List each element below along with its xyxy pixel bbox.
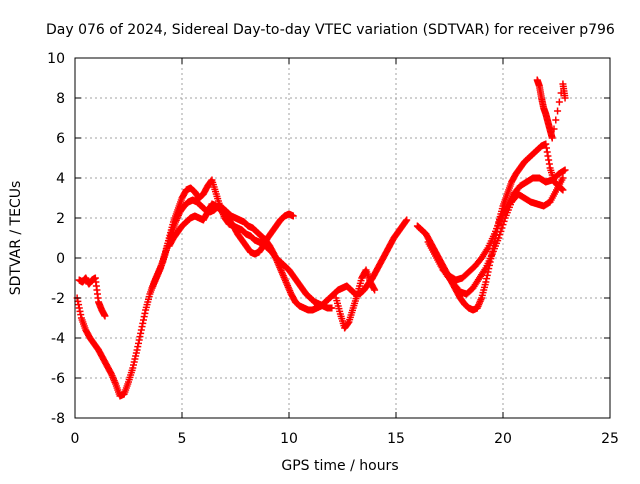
y-tick-label: 4: [56, 171, 65, 187]
tick-layer: 0 5 10 15 20 25 -8 -6 -4 -2 0 2 4 6 8 10: [47, 51, 619, 447]
data-point-marker: [101, 312, 109, 320]
data-point-marker: [289, 212, 297, 220]
data-point-marker: [552, 116, 560, 124]
x-tick-label: 25: [601, 431, 619, 447]
y-tick-label: 0: [56, 251, 65, 267]
data-point-marker: [559, 174, 567, 182]
data-series-track-5: [332, 266, 379, 332]
data-series-track-9: [533, 76, 569, 142]
x-tick-label: 15: [387, 431, 405, 447]
data-point-marker: [499, 221, 507, 229]
data-point-marker: [555, 98, 563, 106]
data-point-marker: [328, 304, 336, 312]
x-tick-label: 0: [71, 431, 80, 447]
data-point-marker: [559, 186, 567, 194]
data-series-track-8: [439, 166, 569, 284]
y-tick-label: 2: [56, 211, 65, 227]
y-tick-label: -6: [51, 371, 65, 387]
data-point-marker: [371, 286, 379, 294]
data-point-marker: [550, 125, 558, 133]
data-point-marker: [403, 216, 411, 224]
data-point-marker: [554, 107, 562, 115]
y-axis-label: SDTVAR / TECUs: [8, 181, 24, 296]
chart-title: Day 076 of 2024, Sidereal Day-to-day VTE…: [46, 22, 615, 38]
plot-layer: [73, 76, 569, 400]
data-point-marker: [548, 134, 556, 142]
grid-layer: [75, 58, 610, 418]
y-tick-label: -4: [51, 331, 65, 347]
y-tick-label: 10: [47, 51, 65, 67]
data-series-track-6: [413, 140, 567, 314]
x-tick-label: 10: [280, 431, 298, 447]
data-point-marker: [495, 234, 503, 242]
plot-frame: [74, 57, 611, 419]
y-tick-label: -2: [51, 291, 65, 307]
x-tick-label: 5: [178, 431, 187, 447]
y-tick-label: 6: [56, 131, 65, 147]
data-series-track-4: [75, 274, 109, 320]
data-point-marker: [561, 166, 569, 174]
x-tick-label: 20: [494, 431, 512, 447]
y-tick-label: 8: [56, 91, 65, 107]
data-series-track-3: [165, 200, 297, 258]
x-axis-label: GPS time / hours: [281, 458, 398, 474]
data-point-marker: [561, 94, 569, 102]
y-tick-label: -8: [51, 411, 65, 427]
